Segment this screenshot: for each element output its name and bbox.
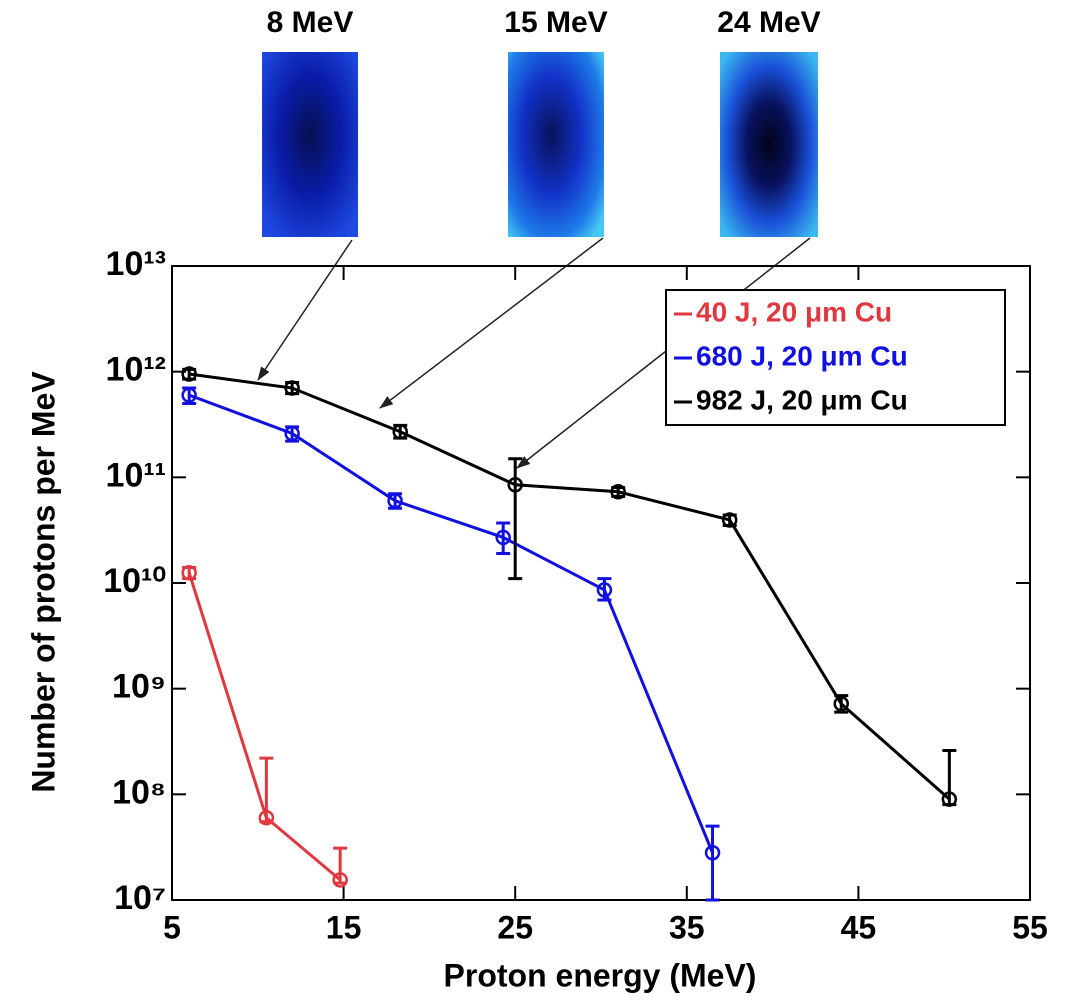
film-image bbox=[720, 52, 818, 237]
x-tick-label: 45 bbox=[841, 909, 877, 945]
y-tick-label: 10¹⁰ bbox=[103, 562, 166, 600]
y-tick-label: 10¹³ bbox=[106, 245, 166, 283]
image-label: 8 MeV bbox=[267, 6, 354, 39]
legend-label: 40 J, 20 μm Cu bbox=[696, 296, 892, 327]
chart: 8 MeV 15 MeV 24 MeV Proton energy (MeV) … bbox=[0, 0, 1070, 1004]
legend-label: 680 J, 20 μm Cu bbox=[696, 340, 908, 371]
x-axis-label: Proton energy (MeV) bbox=[444, 957, 757, 993]
y-tick-label: 10¹² bbox=[106, 351, 166, 389]
image-label: 24 MeV bbox=[717, 6, 820, 39]
page: 8 MeV 15 MeV 24 MeV Proton energy (MeV) … bbox=[0, 0, 1070, 1004]
arrow bbox=[258, 240, 352, 380]
x-tick-label: 15 bbox=[326, 909, 362, 945]
series-line bbox=[189, 573, 340, 880]
arrow bbox=[380, 238, 603, 408]
x-tick-label: 25 bbox=[497, 909, 533, 945]
y-tick-label: 10⁸ bbox=[112, 773, 166, 811]
y-tick-label: 10¹¹ bbox=[106, 456, 166, 494]
x-tick-label: 35 bbox=[669, 909, 705, 945]
y-tick-label: 10⁷ bbox=[114, 879, 166, 917]
error-bar bbox=[496, 523, 510, 554]
series-line bbox=[189, 374, 949, 799]
error-bar bbox=[508, 459, 522, 579]
y-axis-label: Number of protons per MeV bbox=[25, 371, 61, 793]
film-image bbox=[508, 52, 604, 237]
image-label: 15 MeV bbox=[504, 6, 607, 39]
x-tick-label: 55 bbox=[1012, 909, 1048, 945]
y-tick-label: 10⁹ bbox=[112, 668, 166, 706]
legend-label: 982 J, 20 μm Cu bbox=[696, 384, 908, 415]
film-image bbox=[262, 52, 358, 237]
